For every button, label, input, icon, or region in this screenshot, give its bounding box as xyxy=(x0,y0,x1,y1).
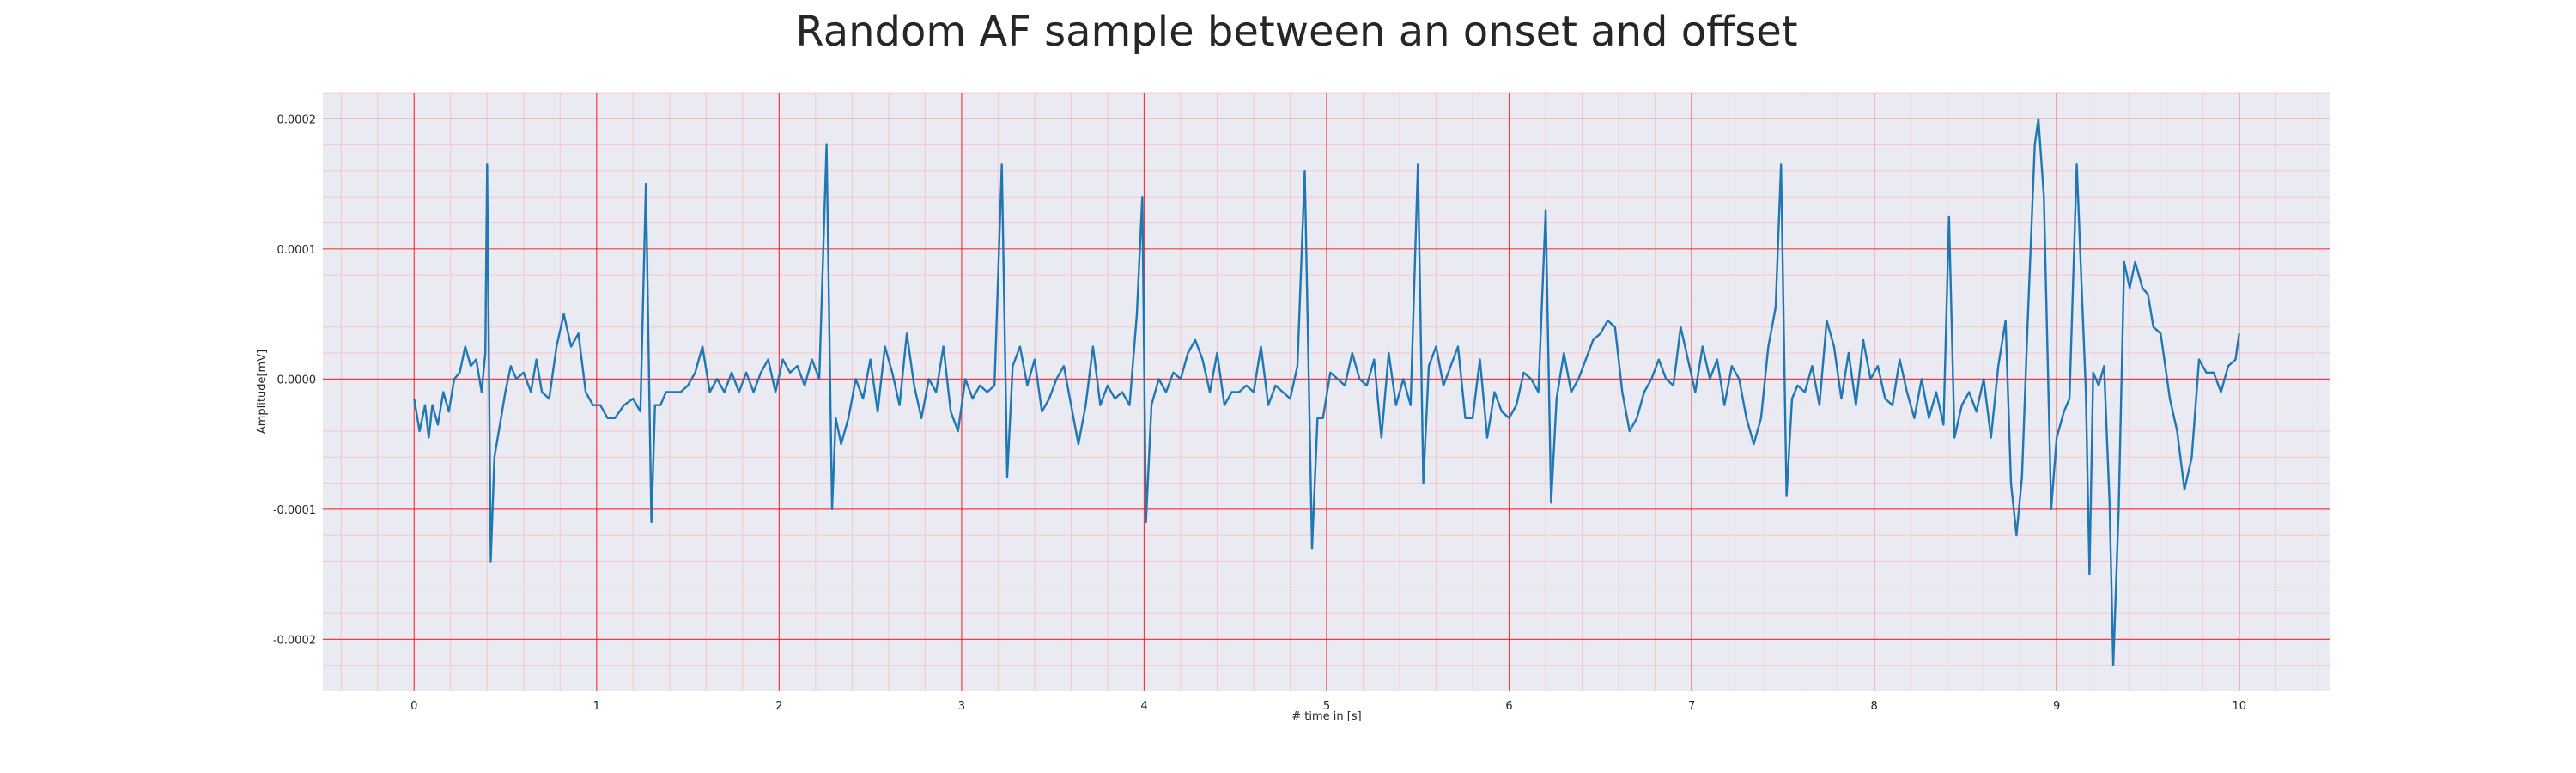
x-tick-label: 6 xyxy=(1505,700,1512,713)
y-tick-label: 0.0000 xyxy=(277,374,317,386)
x-tick-label: 10 xyxy=(2232,700,2246,713)
y-tick-label: -0.0002 xyxy=(273,634,316,647)
chart-title: Random AF sample between an onset and of… xyxy=(795,8,1797,56)
x-tick-label: 5 xyxy=(1323,700,1330,713)
y-axis-label: Amplitude[mV] xyxy=(256,350,269,434)
x-axis-label: # time in [s] xyxy=(1291,710,1361,723)
x-tick-label: 0 xyxy=(410,700,417,713)
x-tick-label: 1 xyxy=(593,700,600,713)
x-tick-label: 7 xyxy=(1688,700,1695,713)
y-tick-label: 0.0001 xyxy=(277,244,317,257)
x-tick-label: 8 xyxy=(1870,700,1877,713)
x-axis: 0 1 2 3 4 5 6 7 8 9 10 xyxy=(410,700,2246,713)
x-tick-label: 4 xyxy=(1140,700,1147,713)
x-tick-label: 2 xyxy=(775,700,782,713)
series-line xyxy=(413,118,2240,666)
y-tick-label: 0.0002 xyxy=(277,113,317,126)
x-tick-label: 9 xyxy=(2053,700,2060,713)
y-tick-label: -0.0001 xyxy=(273,504,316,517)
major-grid xyxy=(323,93,2330,691)
y-axis: 0.0002 0.0001 0.0000 -0.0001 -0.0002 xyxy=(273,113,316,647)
x-tick-label: 3 xyxy=(958,700,965,713)
